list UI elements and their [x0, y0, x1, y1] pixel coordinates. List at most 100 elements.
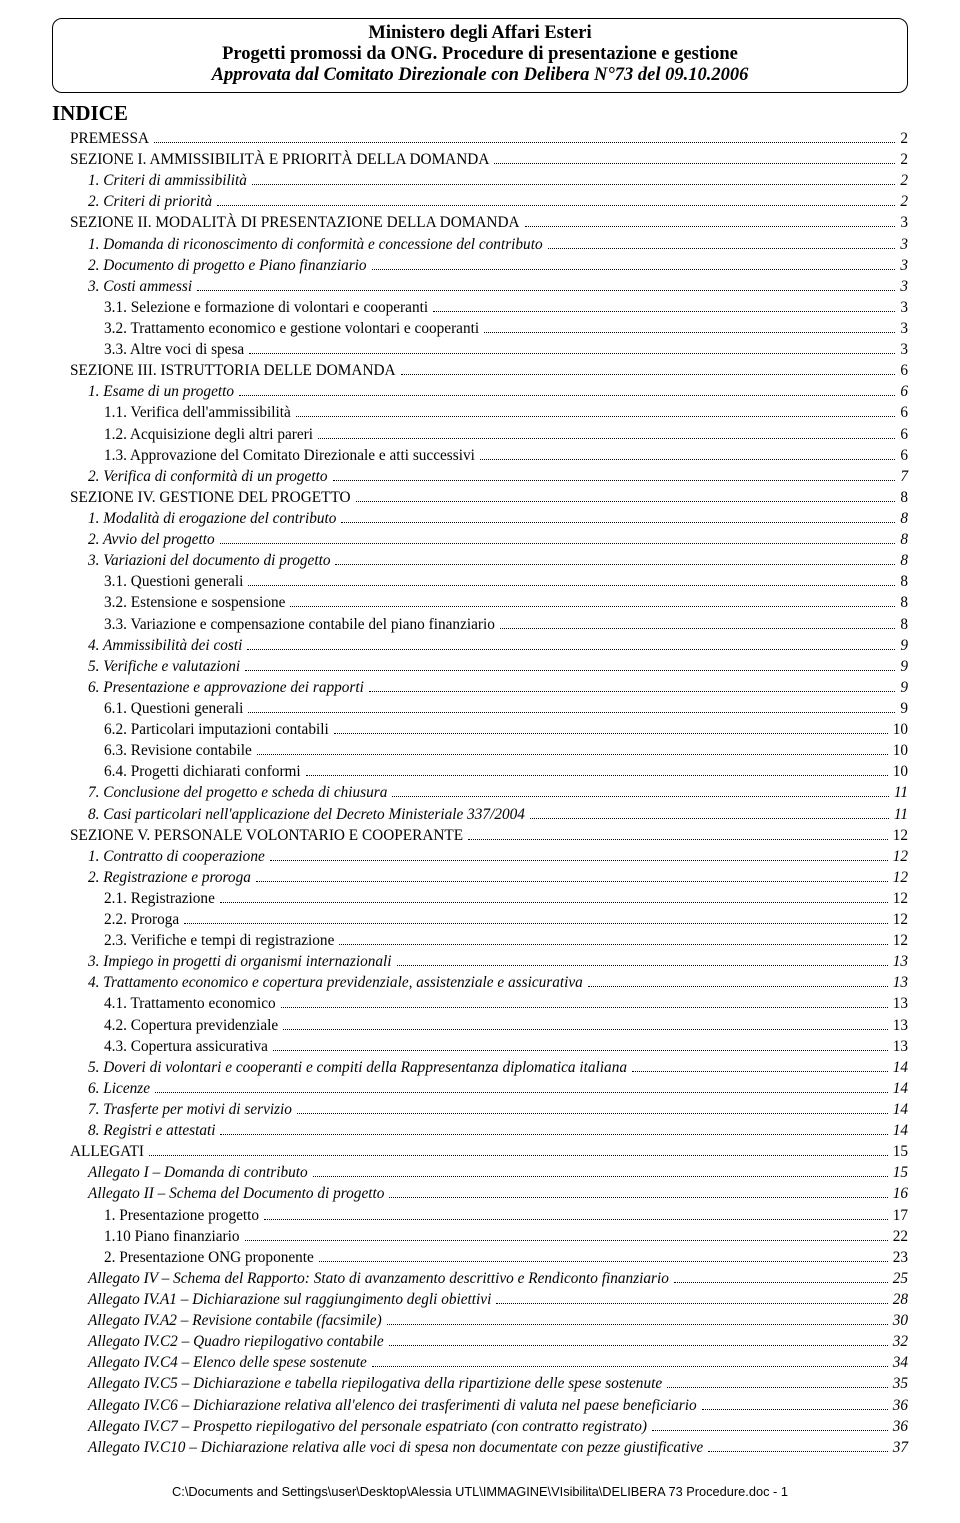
- toc-page-number: 12: [891, 867, 908, 888]
- toc-label: 4.2. Copertura previdenziale: [104, 1015, 280, 1036]
- toc-page-number: 14: [891, 1057, 908, 1078]
- toc-row: 3.1. Questioni generali8: [52, 571, 908, 592]
- toc-label: 6.1. Questioni generali: [104, 698, 245, 719]
- toc-row: Allegato IV.C6 – Dichiarazione relativa …: [52, 1395, 908, 1416]
- toc-page-number: 7: [898, 466, 908, 487]
- toc-page-number: 36: [891, 1395, 908, 1416]
- toc-leader-dots: [249, 343, 895, 354]
- toc-row: 2.3. Verifiche e tempi di registrazione1…: [52, 930, 908, 951]
- toc-leader-dots: [248, 702, 895, 713]
- footer-path: C:\Documents and Settings\user\Desktop\A…: [52, 1484, 908, 1499]
- toc-label: 1. Esame di un progetto: [88, 381, 236, 402]
- toc-leader-dots: [674, 1272, 888, 1283]
- toc-page-number: 8: [898, 529, 908, 550]
- toc-page-number: 17: [891, 1205, 908, 1226]
- toc-page-number: 10: [891, 761, 908, 782]
- toc-row: 8. Registri e attestati14: [52, 1120, 908, 1141]
- toc-leader-dots: [154, 132, 895, 143]
- toc-row: 4.3. Copertura assicurativa13: [52, 1036, 908, 1057]
- toc-label: 4.1. Trattamento economico: [104, 993, 278, 1014]
- toc-page-number: 2: [898, 191, 908, 212]
- toc-leader-dots: [306, 766, 888, 777]
- toc-leader-dots: [333, 470, 896, 481]
- toc-row: Allegato IV.C10 – Dichiarazione relativa…: [52, 1437, 908, 1458]
- toc-page-number: 15: [891, 1141, 908, 1162]
- toc-label: 2. Presentazione ONG proponente: [104, 1247, 316, 1268]
- toc-page-number: 6: [898, 360, 908, 381]
- toc-row: 6.2. Particolari imputazioni contabili10: [52, 719, 908, 740]
- toc-leader-dots: [248, 576, 895, 587]
- toc-label: 1.2. Acquisizione degli altri pareri: [104, 424, 315, 445]
- toc-row: 2. Registrazione e proroga12: [52, 867, 908, 888]
- toc-label: 3.1. Selezione e formazione di volontari…: [104, 297, 430, 318]
- toc-page-number: 12: [891, 909, 908, 930]
- toc-label: 3. Costi ammessi: [88, 276, 194, 297]
- toc-leader-dots: [392, 787, 888, 798]
- toc-leader-dots: [530, 808, 889, 819]
- toc-page-number: 2: [898, 149, 908, 170]
- toc-page-number: 3: [898, 339, 908, 360]
- toc-leader-dots: [335, 554, 895, 565]
- toc-label: 3.1. Questioni generali: [104, 571, 245, 592]
- toc-row: Allegato IV – Schema del Rapporto: Stato…: [52, 1268, 908, 1289]
- toc-page-number: 6: [898, 402, 908, 423]
- toc-label: 2.2. Proroga: [104, 909, 181, 930]
- toc-page-number: 32: [891, 1331, 908, 1352]
- toc-page-number: 14: [891, 1120, 908, 1141]
- toc-page-number: 8: [898, 508, 908, 529]
- toc-row: 7. Trasferte per motivi di servizio14: [52, 1099, 908, 1120]
- toc-label: 6.4. Progetti dichiarati conformi: [104, 761, 303, 782]
- toc-row: 4. Ammissibilità dei costi9: [52, 635, 908, 656]
- toc-leader-dots: [220, 892, 888, 903]
- toc-row: 2. Documento di progetto e Piano finanzi…: [52, 255, 908, 276]
- toc-leader-dots: [468, 829, 888, 840]
- toc-row: Allegato IV.C7 – Prospetto riepilogativo…: [52, 1416, 908, 1437]
- toc-row: 3.3. Variazione e compensazione contabil…: [52, 614, 908, 635]
- toc-page-number: 8: [898, 592, 908, 613]
- toc-leader-dots: [281, 998, 888, 1009]
- toc-row: 4.1. Trattamento economico13: [52, 993, 908, 1014]
- toc-label: 2. Documento di progetto e Piano finanzi…: [88, 255, 369, 276]
- toc-label: 3.2. Trattamento economico e gestione vo…: [104, 318, 481, 339]
- toc-row: 6. Presentazione e approvazione dei rapp…: [52, 677, 908, 698]
- toc-leader-dots: [245, 1230, 888, 1241]
- toc-label: Allegato IV.C7 – Prospetto riepilogativo…: [88, 1416, 649, 1437]
- toc-row: 3.2. Trattamento economico e gestione vo…: [52, 318, 908, 339]
- toc-label: SEZIONE IV. GESTIONE DEL PROGETTO: [70, 487, 353, 508]
- toc-page-number: 13: [891, 1015, 908, 1036]
- toc-leader-dots: [433, 301, 895, 312]
- toc-label: PREMESSA: [70, 128, 151, 149]
- toc-label: Allegato II – Schema del Documento di pr…: [88, 1183, 386, 1204]
- toc-row: Allegato II – Schema del Documento di pr…: [52, 1183, 908, 1204]
- toc-row: SEZIONE II. MODALITÀ DI PRESENTAZIONE DE…: [52, 212, 908, 233]
- toc-row: 1.2. Acquisizione degli altri pareri6: [52, 424, 908, 445]
- toc-row: 1. Modalità di erogazione del contributo…: [52, 508, 908, 529]
- toc-page-number: 9: [898, 656, 908, 677]
- toc-leader-dots: [389, 1336, 888, 1347]
- toc-leader-dots: [401, 365, 896, 376]
- toc-leader-dots: [372, 259, 896, 270]
- toc-label: 5. Verifiche e valutazioni: [88, 656, 242, 677]
- toc-row: 1. Domanda di riconoscimento di conformi…: [52, 234, 908, 255]
- toc-row: 1. Contratto di cooperazione12: [52, 846, 908, 867]
- toc-row: 4. Trattamento economico e copertura pre…: [52, 972, 908, 993]
- toc-leader-dots: [264, 1209, 888, 1220]
- toc-leader-dots: [588, 977, 888, 988]
- toc-row: 2. Avvio del progetto8: [52, 529, 908, 550]
- toc-leader-dots: [500, 618, 895, 629]
- toc-label: 6. Licenze: [88, 1078, 152, 1099]
- toc-leader-dots: [494, 153, 895, 164]
- toc-label: 1.3. Approvazione del Comitato Direziona…: [104, 445, 477, 466]
- toc-page-number: 2: [898, 170, 908, 191]
- toc-label: 4. Trattamento economico e copertura pre…: [88, 972, 585, 993]
- toc-row: 1. Presentazione progetto17: [52, 1205, 908, 1226]
- toc-label: ALLEGATI: [70, 1141, 146, 1162]
- toc-row: 1.3. Approvazione del Comitato Direziona…: [52, 445, 908, 466]
- toc-page-number: 8: [898, 487, 908, 508]
- toc-leader-dots: [257, 744, 888, 755]
- toc-row: SEZIONE III. ISTRUTTORIA DELLE DOMANDA6: [52, 360, 908, 381]
- toc-row: 6.3. Revisione contabile10: [52, 740, 908, 761]
- toc-leader-dots: [667, 1378, 888, 1389]
- toc-leader-dots: [297, 1103, 888, 1114]
- toc-page-number: 8: [898, 614, 908, 635]
